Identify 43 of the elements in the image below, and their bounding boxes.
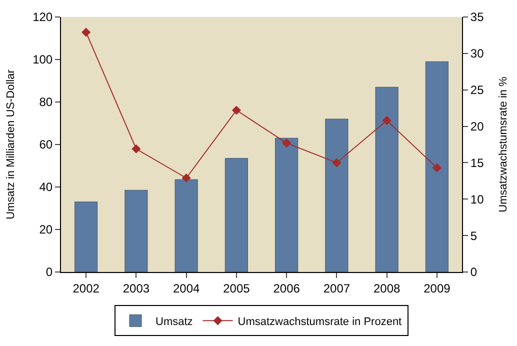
y-tick-label: 120	[32, 10, 53, 24]
y2-tick-label: 25	[470, 83, 484, 98]
y2-tick-label: 0	[470, 265, 478, 280]
bar	[375, 86, 398, 272]
point	[232, 106, 241, 115]
y2-tick-label: 15	[470, 156, 484, 170]
legend-label: Umsatz	[156, 316, 193, 328]
point	[432, 163, 442, 172]
point	[382, 116, 392, 126]
x-tick-label: 2009	[424, 281, 451, 296]
x-tick-label: 2006	[273, 281, 300, 296]
point	[182, 173, 191, 183]
y-tick-label: 80	[39, 95, 53, 110]
bar	[275, 138, 298, 272]
bar	[425, 61, 448, 272]
y-tick-label: 0	[46, 265, 53, 280]
point	[132, 144, 141, 154]
y2-tick-label: 10	[470, 192, 484, 206]
x-tick-label: 2005	[223, 281, 250, 296]
x-tick-label: 2008	[373, 281, 400, 296]
x-tick-label: 2004	[172, 281, 200, 296]
bar	[174, 179, 198, 272]
bar	[325, 118, 348, 272]
y-tick-label: 60	[39, 138, 53, 152]
bar	[124, 190, 148, 272]
x-tick-label: 2003	[122, 281, 150, 296]
point	[82, 28, 91, 37]
y-tick-label: 100	[32, 52, 53, 67]
y-tick-label: 40	[39, 180, 53, 194]
x-tick-label: 2007	[323, 281, 350, 296]
y2-axis-title: Umsatzwachstumsrate in %	[497, 76, 510, 212]
legend-label: Umsatzwachstumsrate in Prozent	[238, 316, 402, 328]
bar	[74, 202, 98, 272]
y2-tick-label: 20	[470, 119, 484, 134]
y2-tick-label: 30	[470, 46, 484, 61]
x-tick-label: 2002	[72, 281, 100, 296]
y2-tick-label: 35	[470, 10, 484, 24]
point	[282, 138, 292, 148]
bar	[224, 158, 248, 272]
y-tick-label: 20	[39, 222, 53, 237]
point	[332, 158, 342, 168]
y2-tick-label: 5	[470, 228, 478, 243]
y-axis-title: Umsatz in Milliarden US-Dollar	[5, 69, 18, 220]
